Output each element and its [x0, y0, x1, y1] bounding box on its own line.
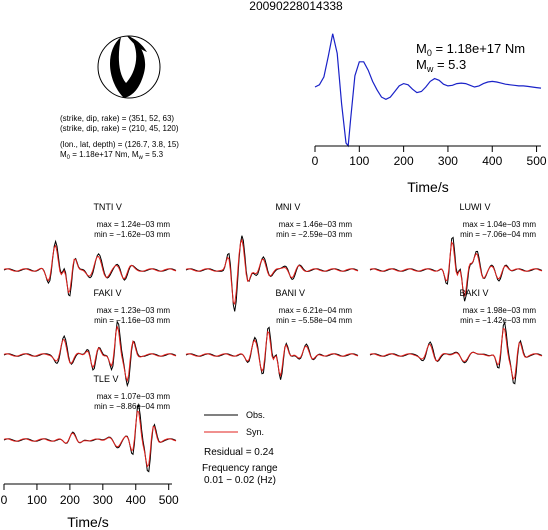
bottom-x-ticks: 0 100 200 300 400 500 [1, 484, 179, 507]
stf-panel: 0 100 200 300 400 500 Time/s M0 = 1.18e+17 Nm… [312, 33, 547, 195]
station-max: max = 1.98e−03 mm [463, 306, 537, 315]
bottom-x-label: Time/s [67, 514, 108, 530]
stf-x-ticks: 0 100 200 300 400 500 [312, 146, 547, 168]
beachball-compressional-quadrant-2 [127, 36, 147, 52]
bottom-tick-label: 100 [27, 493, 47, 507]
stf-line [314, 33, 542, 148]
bottom-tick-label: 300 [93, 493, 113, 507]
figure-title: 20090228014338 [249, 0, 343, 13]
station-syn-trace [369, 240, 543, 297]
stf-tick-label: 400 [482, 154, 502, 168]
stf-x-label: Time/s [407, 179, 448, 195]
station-name: TNTI V [93, 202, 122, 212]
mechanism-moment: M0 = 1.18e+17 Nm, Mw = 5.3 [60, 150, 164, 161]
stf-magnitude: Mw = 5.3 [416, 57, 466, 74]
station-syn-trace [3, 410, 177, 468]
legend-obs-label: Obs. [246, 410, 265, 420]
frequency-range-value: 0.01 − 0.02 (Hz) [204, 475, 276, 486]
bottom-axis: 0 100 200 300 400 500 Time/s [1, 483, 179, 530]
station-max: max = 1.23e−03 mm [97, 306, 171, 315]
station-max: max = 1.46e−03 mm [279, 220, 353, 229]
station-syn-trace [185, 238, 359, 306]
mechanism-np1: (strike, dip, rake) = (351, 52, 63) [60, 114, 174, 123]
station-syn-trace [185, 330, 359, 378]
station-syn-trace [3, 244, 177, 294]
station-name: FAKI V [93, 288, 121, 298]
station-obs-trace [185, 235, 359, 312]
station-min: min = −1.16e−03 mm [94, 316, 170, 325]
stf-tick-label: 300 [438, 154, 458, 168]
station-min: min = −5.58e−04 mm [276, 316, 352, 325]
station-min: min = −2.59e−03 mm [276, 230, 352, 239]
station-max: max = 6.21e−04 mm [279, 306, 353, 315]
beachball-compressional-quadrant [109, 36, 146, 98]
bottom-tick-label: 500 [159, 493, 179, 507]
stf-moment: M0 = 1.18e+17 Nm [416, 41, 525, 58]
station-syn-trace [3, 326, 177, 383]
station-min: min = −8.86e−04 mm [94, 402, 170, 411]
station-name: TLE V [93, 374, 118, 384]
bottom-tick-label: 200 [60, 493, 80, 507]
legend: Obs. Syn. Residual = 0.24 Frequency rang… [202, 410, 278, 486]
station-obs-trace [3, 402, 177, 473]
station-name: LUWI V [459, 202, 490, 212]
station-max: max = 1.24e−03 mm [97, 220, 171, 229]
station-name: BANI V [275, 288, 305, 298]
bottom-tick-label: 400 [126, 493, 146, 507]
stf-tick-label: 500 [527, 154, 547, 168]
station-min: min = −1.42e−03 mm [460, 316, 536, 325]
frequency-range-label: Frequency range [202, 463, 278, 474]
stf-tick-label: 200 [394, 154, 414, 168]
station-max: max = 1.04e−03 mm [463, 220, 537, 229]
station-name: BAKI V [459, 288, 488, 298]
station-max: max = 1.07e−03 mm [97, 392, 171, 401]
station-min: min = −1.62e−03 mm [94, 230, 170, 239]
stf-tick-label: 100 [349, 154, 369, 168]
stf-tick-label: 0 [312, 154, 319, 168]
mechanism-np2: (strike, dip, rake) = (210, 45, 120) [60, 124, 179, 133]
residual: Residual = 0.24 [204, 447, 274, 458]
bottom-tick-label: 0 [1, 493, 8, 507]
legend-syn-label: Syn. [246, 427, 264, 437]
station-name: MNI V [275, 202, 300, 212]
station-syn-trace [369, 327, 543, 381]
mechanism-location: (lon., lat, depth) = (126.7, 3.8, 15) [60, 140, 179, 149]
beachball [97, 35, 161, 99]
station-min: min = −7.06e−04 mm [460, 230, 536, 239]
